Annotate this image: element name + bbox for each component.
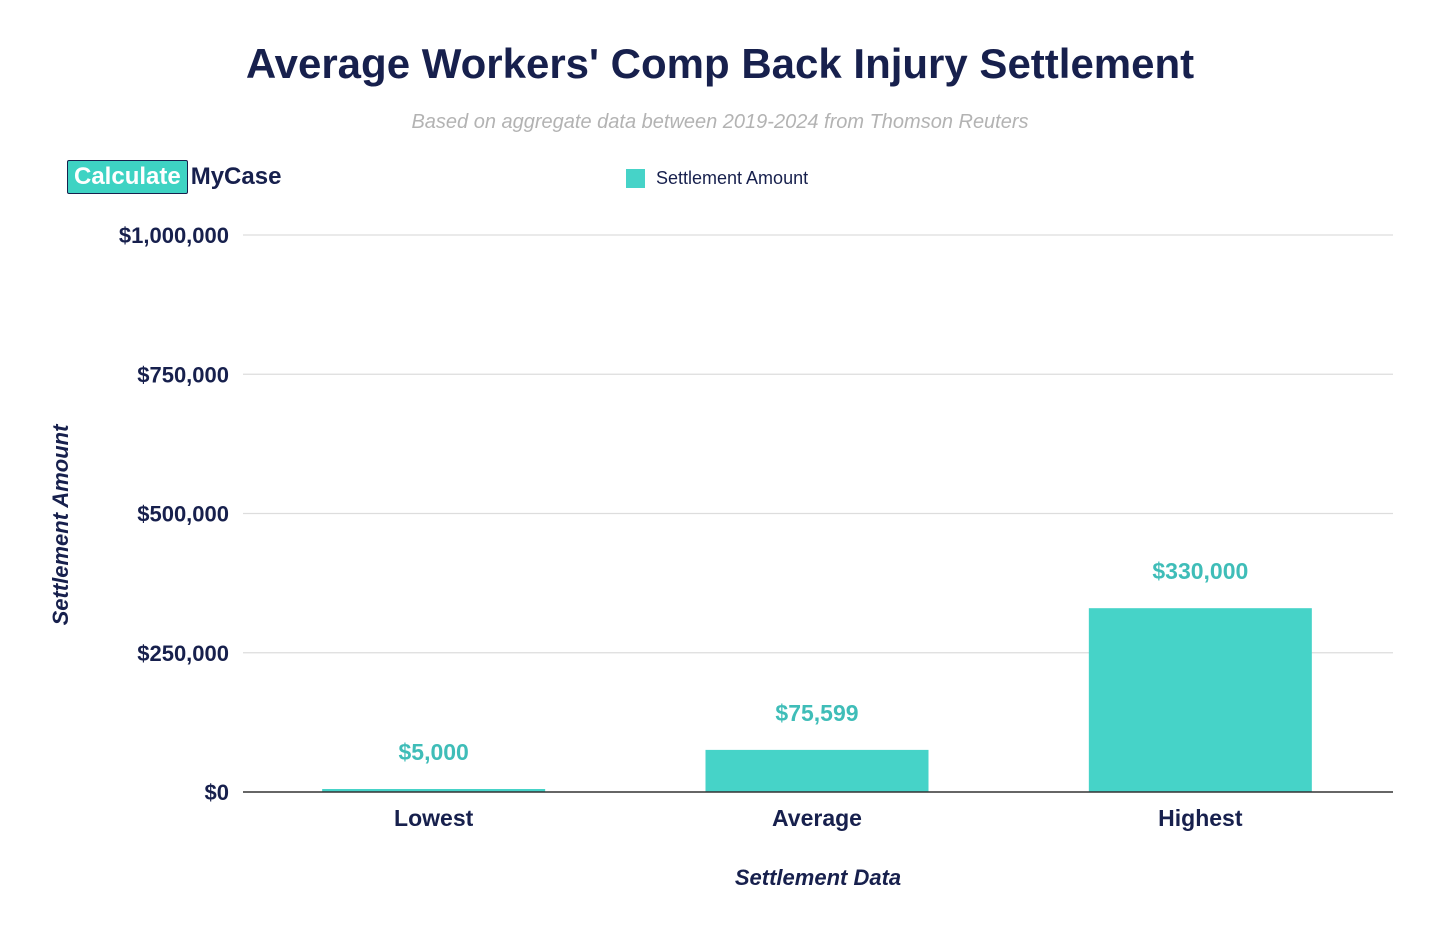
x-tick-label-average: Average [772, 805, 862, 831]
x-axis-title: Settlement Data [735, 865, 901, 890]
y-axis-title: Settlement Amount [48, 423, 73, 626]
x-tick-label-lowest: Lowest [394, 805, 474, 831]
y-tick-label: $1,000,000 [119, 223, 229, 248]
bar-average [705, 749, 929, 792]
bars [322, 608, 1312, 792]
y-axis-ticks: $0 $250,000 $500,000 $750,000 $1,000,000 [119, 223, 229, 805]
data-label-highest: $330,000 [1152, 558, 1248, 584]
bar-lowest [322, 789, 546, 792]
brand-logo: Calculate MyCase [67, 160, 281, 194]
y-tick-label: $0 [205, 780, 229, 805]
legend-swatch [626, 169, 645, 188]
data-label-lowest: $5,000 [398, 739, 468, 765]
x-axis-ticks: Lowest Average Highest [394, 805, 1243, 831]
grid-lines [243, 234, 1393, 654]
bar-highest [1088, 608, 1312, 792]
chart-subtitle: Based on aggregate data between 2019-202… [411, 111, 1029, 133]
y-tick-label: $500,000 [137, 502, 229, 527]
chart-title: Average Workers' Comp Back Injury Settle… [245, 40, 1195, 87]
x-tick-label-highest: Highest [1158, 805, 1243, 831]
chart-legend: Settlement Amount [626, 168, 808, 189]
brand-logo-calculate: Calculate [67, 160, 188, 194]
data-label-average: $75,599 [775, 700, 858, 726]
legend-label: Settlement Amount [656, 168, 809, 188]
brand-logo-mycase: MyCase [190, 163, 282, 190]
y-tick-label: $750,000 [137, 362, 229, 387]
data-labels: $5,000 $75,599 $330,000 [398, 558, 1248, 765]
y-tick-label: $250,000 [137, 641, 229, 666]
